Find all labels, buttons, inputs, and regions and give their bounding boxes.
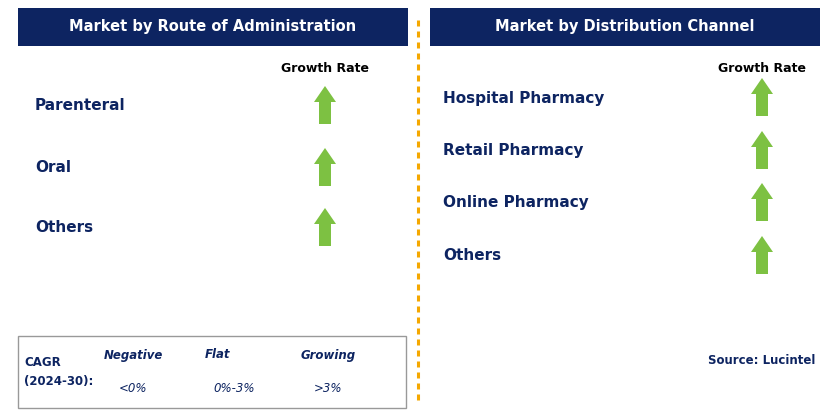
FancyBboxPatch shape: [430, 8, 819, 46]
Text: 0%-3%: 0%-3%: [213, 381, 254, 394]
Polygon shape: [750, 236, 772, 274]
Polygon shape: [750, 183, 772, 221]
Polygon shape: [314, 148, 335, 186]
FancyBboxPatch shape: [18, 336, 405, 408]
Polygon shape: [236, 361, 278, 383]
Text: Source: Lucintel: Source: Lucintel: [707, 354, 815, 367]
Text: Market by Route of Administration: Market by Route of Administration: [69, 20, 356, 35]
Polygon shape: [314, 86, 335, 124]
FancyBboxPatch shape: [18, 8, 407, 46]
Text: Negative: Negative: [103, 349, 162, 362]
Text: Oral: Oral: [35, 161, 71, 176]
Polygon shape: [157, 346, 176, 380]
Text: Growth Rate: Growth Rate: [717, 62, 805, 74]
Text: Growing: Growing: [300, 349, 355, 362]
Text: Online Pharmacy: Online Pharmacy: [442, 196, 588, 210]
Text: Parenteral: Parenteral: [35, 99, 125, 114]
Polygon shape: [314, 208, 335, 246]
Text: Retail Pharmacy: Retail Pharmacy: [442, 144, 583, 158]
Text: Flat: Flat: [205, 349, 231, 362]
Text: Others: Others: [442, 248, 501, 263]
Polygon shape: [363, 346, 385, 396]
Text: Growth Rate: Growth Rate: [281, 62, 369, 74]
Text: CAGR
(2024-30):: CAGR (2024-30):: [24, 357, 94, 387]
Polygon shape: [750, 131, 772, 169]
Text: Hospital Pharmacy: Hospital Pharmacy: [442, 91, 604, 106]
Polygon shape: [750, 78, 772, 116]
Text: >3%: >3%: [314, 381, 342, 394]
Text: <0%: <0%: [119, 381, 147, 394]
Text: Others: Others: [35, 220, 93, 235]
Text: Market by Distribution Channel: Market by Distribution Channel: [495, 20, 754, 35]
